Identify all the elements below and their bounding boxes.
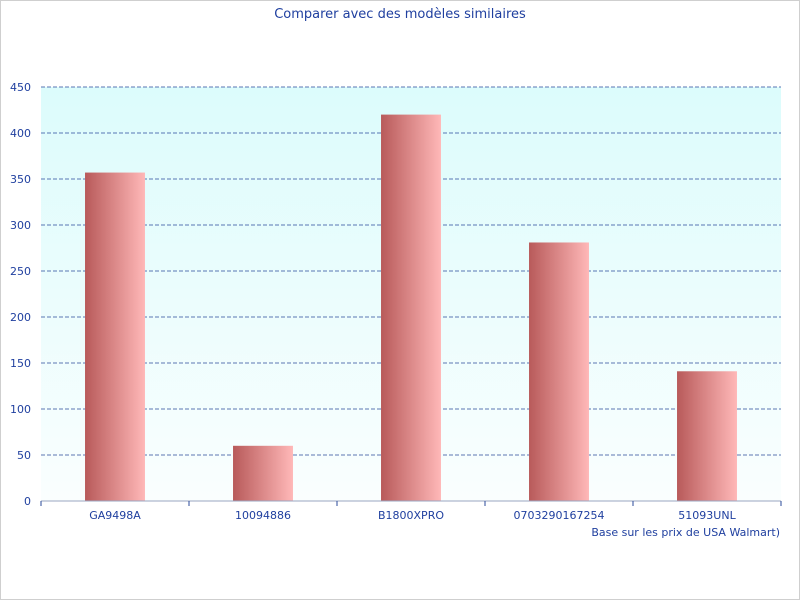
y-tick-label: 50 (17, 449, 31, 462)
x-category-label: B1800XPRO (378, 509, 444, 522)
bar (233, 445, 293, 501)
y-tick-label: 250 (10, 265, 31, 278)
y-tick-label: 450 (10, 81, 31, 94)
x-category-label: 51093UNL (678, 509, 736, 522)
y-axis-ticks: 0 50 100 150 200 250 300 350 400 450 (10, 81, 31, 508)
x-category-label: 0703290167254 (514, 509, 605, 522)
x-category-label: GA9498A (89, 509, 141, 522)
x-axis-category-labels: GA9498A 10094886 B1800XPRO 0703290167254 510… (89, 509, 736, 522)
y-tick-label: 100 (10, 403, 31, 416)
bar (381, 114, 441, 501)
y-tick-label: 350 (10, 173, 31, 186)
bar (529, 242, 589, 502)
y-tick-label: 0 (24, 495, 31, 508)
x-axis (40, 500, 782, 506)
y-tick-label: 150 (10, 357, 31, 370)
y-tick-label: 400 (10, 127, 31, 140)
bars (85, 114, 737, 502)
chart-title: Comparer avec des modèles similaires (274, 7, 526, 22)
x-axis-label: Base sur les prix de USA Walmart) (591, 526, 780, 539)
bar (85, 172, 145, 501)
y-tick-label: 200 (10, 311, 31, 324)
x-category-label: 10094886 (235, 509, 291, 522)
y-tick-label: 300 (10, 219, 31, 232)
bar (677, 371, 737, 501)
